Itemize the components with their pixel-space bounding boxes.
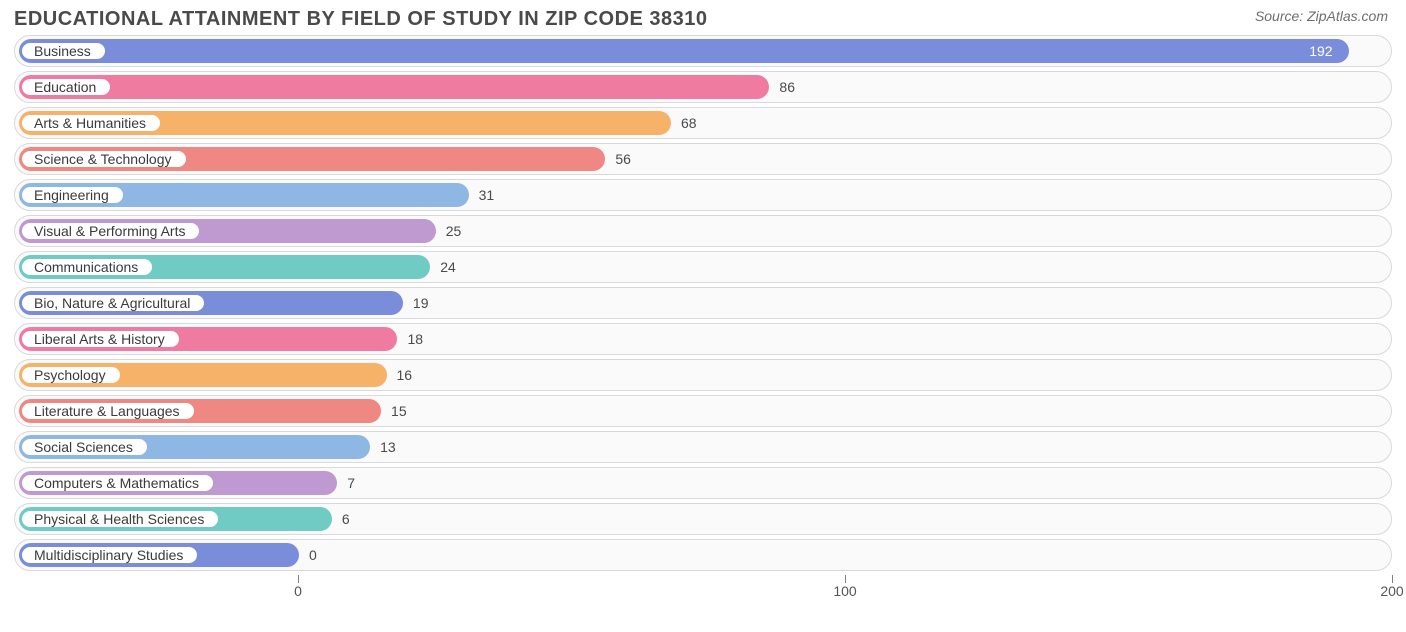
bar-value: 19 <box>413 288 429 318</box>
bar-value: 18 <box>407 324 423 354</box>
chart-area: Business 192 Education 86 Arts & Humanities 6… <box>0 35 1406 571</box>
bar-row: Literature & Languages 15 <box>14 395 1392 427</box>
bar-value: 31 <box>479 180 495 210</box>
bar-label-pill: Bio, Nature & Agricultural <box>20 293 206 313</box>
bar-value: 56 <box>615 144 631 174</box>
bar-value: 0 <box>309 540 317 570</box>
bar-label-pill: Computers & Mathematics <box>20 473 215 493</box>
bar-value: 6 <box>342 504 350 534</box>
bar-label-pill: Liberal Arts & History <box>20 329 181 349</box>
bar-row: Physical & Health Sciences 6 <box>14 503 1392 535</box>
bar-label-pill: Visual & Performing Arts <box>20 221 201 241</box>
bar-label-pill: Multidisciplinary Studies <box>20 545 199 565</box>
bar-value: 15 <box>391 396 407 426</box>
bar-label-pill: Physical & Health Sciences <box>20 509 220 529</box>
bar-row: Education 86 <box>14 71 1392 103</box>
axis-tick <box>1392 575 1393 583</box>
chart-header: EDUCATIONAL ATTAINMENT BY FIELD OF STUDY… <box>0 0 1406 35</box>
bar-label-pill: Communications <box>20 257 154 277</box>
bar-value: 7 <box>347 468 355 498</box>
axis-tick <box>845 575 846 583</box>
bar-row: Bio, Nature & Agricultural 19 <box>14 287 1392 319</box>
bar-fill <box>19 75 769 99</box>
bar-row: Arts & Humanities 68 <box>14 107 1392 139</box>
bar-row: Social Sciences 13 <box>14 431 1392 463</box>
bar-row: Multidisciplinary Studies 0 <box>14 539 1392 571</box>
axis-tick-label: 0 <box>294 583 302 599</box>
bar-fill <box>19 39 1349 63</box>
bar-label-pill: Science & Technology <box>20 149 188 169</box>
bar-value: 13 <box>380 432 396 462</box>
bar-row: Psychology 16 <box>14 359 1392 391</box>
axis-tick <box>298 575 299 583</box>
x-axis: 0100200 <box>14 575 1392 605</box>
bar-value: 24 <box>440 252 456 282</box>
bar-label-pill: Social Sciences <box>20 437 149 457</box>
bar-label-pill: Arts & Humanities <box>20 113 162 133</box>
chart-source: Source: ZipAtlas.com <box>1255 8 1388 24</box>
bar-row: Communications 24 <box>14 251 1392 283</box>
bar-row: Computers & Mathematics 7 <box>14 467 1392 499</box>
bar-value: 192 <box>1309 36 1377 66</box>
chart-title: EDUCATIONAL ATTAINMENT BY FIELD OF STUDY… <box>14 8 708 31</box>
bar-row: Science & Technology 56 <box>14 143 1392 175</box>
bar-row: Business 192 <box>14 35 1392 67</box>
bar-label-pill: Business <box>20 41 107 61</box>
axis-tick-label: 100 <box>833 583 856 599</box>
bar-value: 16 <box>397 360 413 390</box>
bar-label-pill: Psychology <box>20 365 122 385</box>
bar-row: Engineering 31 <box>14 179 1392 211</box>
bar-label-pill: Engineering <box>20 185 125 205</box>
bar-value: 68 <box>681 108 697 138</box>
bar-value: 86 <box>779 72 795 102</box>
bar-label-pill: Education <box>20 77 112 97</box>
bar-label-pill: Literature & Languages <box>20 401 196 421</box>
axis-tick-label: 200 <box>1380 583 1403 599</box>
bar-row: Liberal Arts & History 18 <box>14 323 1392 355</box>
bar-value: 25 <box>446 216 462 246</box>
bar-row: Visual & Performing Arts 25 <box>14 215 1392 247</box>
